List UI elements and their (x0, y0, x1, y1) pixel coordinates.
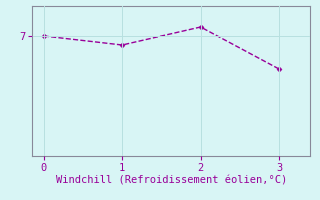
X-axis label: Windchill (Refroidissement éolien,°C): Windchill (Refroidissement éolien,°C) (56, 176, 287, 186)
